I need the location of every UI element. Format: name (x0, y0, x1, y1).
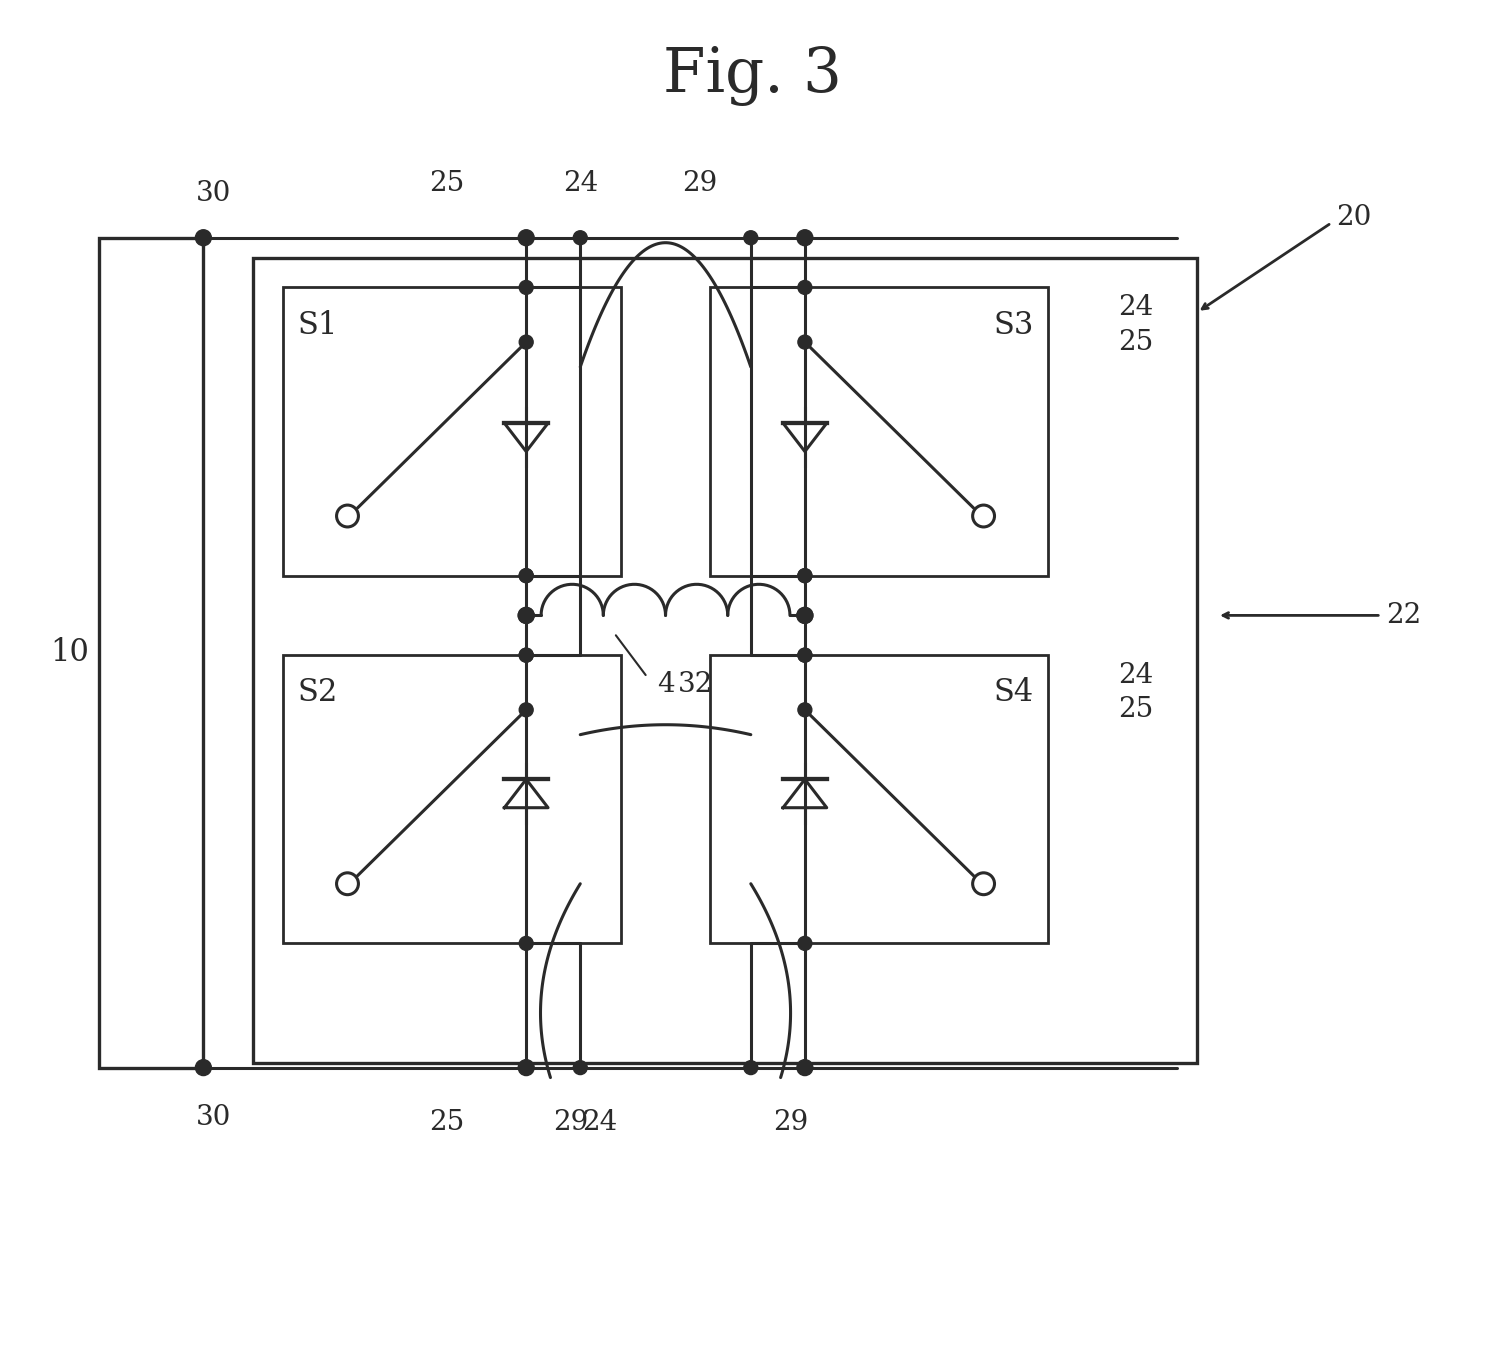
Circle shape (519, 648, 533, 661)
Circle shape (743, 231, 759, 245)
Circle shape (798, 936, 811, 950)
Text: 10: 10 (50, 637, 89, 668)
Text: 24: 24 (1118, 294, 1153, 321)
Text: 24: 24 (1118, 661, 1153, 689)
Circle shape (743, 1060, 759, 1075)
Circle shape (798, 648, 811, 661)
Text: 4: 4 (656, 671, 674, 698)
Bar (710, 287, 1047, 576)
Circle shape (798, 280, 811, 294)
Text: 25: 25 (429, 1109, 465, 1136)
Circle shape (518, 607, 534, 623)
Circle shape (519, 280, 533, 294)
Text: 24: 24 (563, 170, 597, 196)
Text: 20: 20 (1336, 204, 1371, 231)
Text: S4: S4 (993, 678, 1034, 709)
Circle shape (798, 607, 813, 623)
Circle shape (519, 569, 533, 583)
Text: Fig. 3: Fig. 3 (662, 46, 841, 106)
Circle shape (196, 1060, 211, 1075)
Circle shape (196, 230, 211, 246)
Circle shape (798, 569, 811, 583)
Circle shape (573, 1060, 587, 1075)
Circle shape (798, 569, 811, 583)
Text: 24: 24 (582, 1109, 617, 1136)
Text: 30: 30 (196, 180, 230, 207)
Circle shape (573, 231, 587, 245)
Text: 25: 25 (1118, 328, 1153, 355)
Text: 32: 32 (677, 671, 713, 698)
Circle shape (519, 702, 533, 717)
Text: 29: 29 (774, 1109, 808, 1136)
Bar (283, 287, 620, 576)
Text: 29: 29 (682, 170, 718, 196)
Bar (710, 655, 1047, 943)
Circle shape (798, 607, 813, 623)
Circle shape (798, 335, 811, 348)
Bar (253, 257, 1198, 1063)
Text: S2: S2 (298, 678, 337, 709)
Circle shape (798, 1060, 813, 1075)
Circle shape (518, 1060, 534, 1075)
Circle shape (798, 230, 813, 246)
Bar (99, 238, 203, 1067)
Bar (283, 655, 620, 943)
Text: 25: 25 (429, 170, 465, 196)
Text: 25: 25 (1118, 697, 1153, 723)
Circle shape (798, 702, 811, 717)
Text: 22: 22 (1386, 602, 1421, 629)
Circle shape (798, 648, 811, 661)
Circle shape (519, 648, 533, 661)
Circle shape (519, 936, 533, 950)
Text: S1: S1 (298, 310, 337, 340)
Text: S3: S3 (993, 310, 1034, 340)
Text: 29: 29 (552, 1109, 588, 1136)
Circle shape (519, 335, 533, 348)
Circle shape (518, 607, 534, 623)
Circle shape (519, 569, 533, 583)
Text: 30: 30 (196, 1104, 230, 1131)
Circle shape (518, 230, 534, 246)
